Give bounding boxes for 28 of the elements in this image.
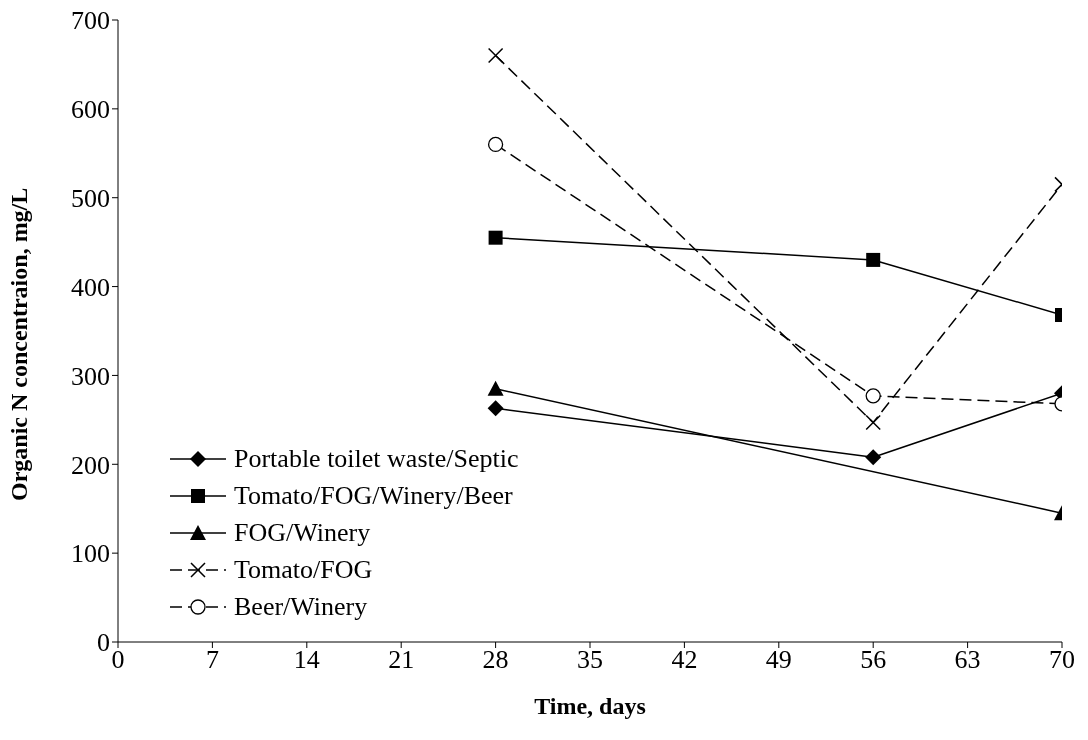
legend-label: Tomato/FOG/Winery/Beer — [234, 480, 513, 511]
x-tick-label: 7 — [205, 645, 219, 675]
point — [487, 47, 504, 64]
y-tick-label: 300 — [71, 361, 110, 391]
x-tick-label: 63 — [954, 645, 981, 675]
y-tick-label: 200 — [71, 450, 110, 480]
point — [487, 400, 504, 417]
y-tick-label: 400 — [71, 272, 110, 302]
x-tick-label: 28 — [482, 645, 509, 675]
legend-label: Beer/Winery — [234, 591, 368, 622]
legend-label: Tomato/FOG — [234, 554, 373, 585]
y-tick-label: 500 — [71, 183, 110, 213]
point — [487, 136, 504, 153]
x-tick-label: 21 — [388, 645, 415, 675]
y-axis-title: Organic N concentraion, mg/L — [5, 187, 32, 501]
x-tick-label: 35 — [577, 645, 603, 675]
x-tick-label: 14 — [293, 645, 320, 675]
legend-label: FOG/Winery — [234, 517, 371, 548]
y-tick-label: 100 — [71, 539, 110, 569]
x-axis-title: Time, days — [534, 693, 646, 719]
x-tick-label: 42 — [671, 645, 698, 675]
x-tick-label: 70 — [1049, 645, 1075, 675]
x-tick-label: 56 — [860, 645, 887, 675]
y-tick-label: 600 — [71, 95, 110, 125]
x-tick-label: 49 — [765, 645, 792, 675]
point — [488, 230, 503, 245]
y-tick-label: 700 — [71, 6, 110, 36]
legend-label: Portable toilet waste/Septic — [234, 443, 519, 474]
